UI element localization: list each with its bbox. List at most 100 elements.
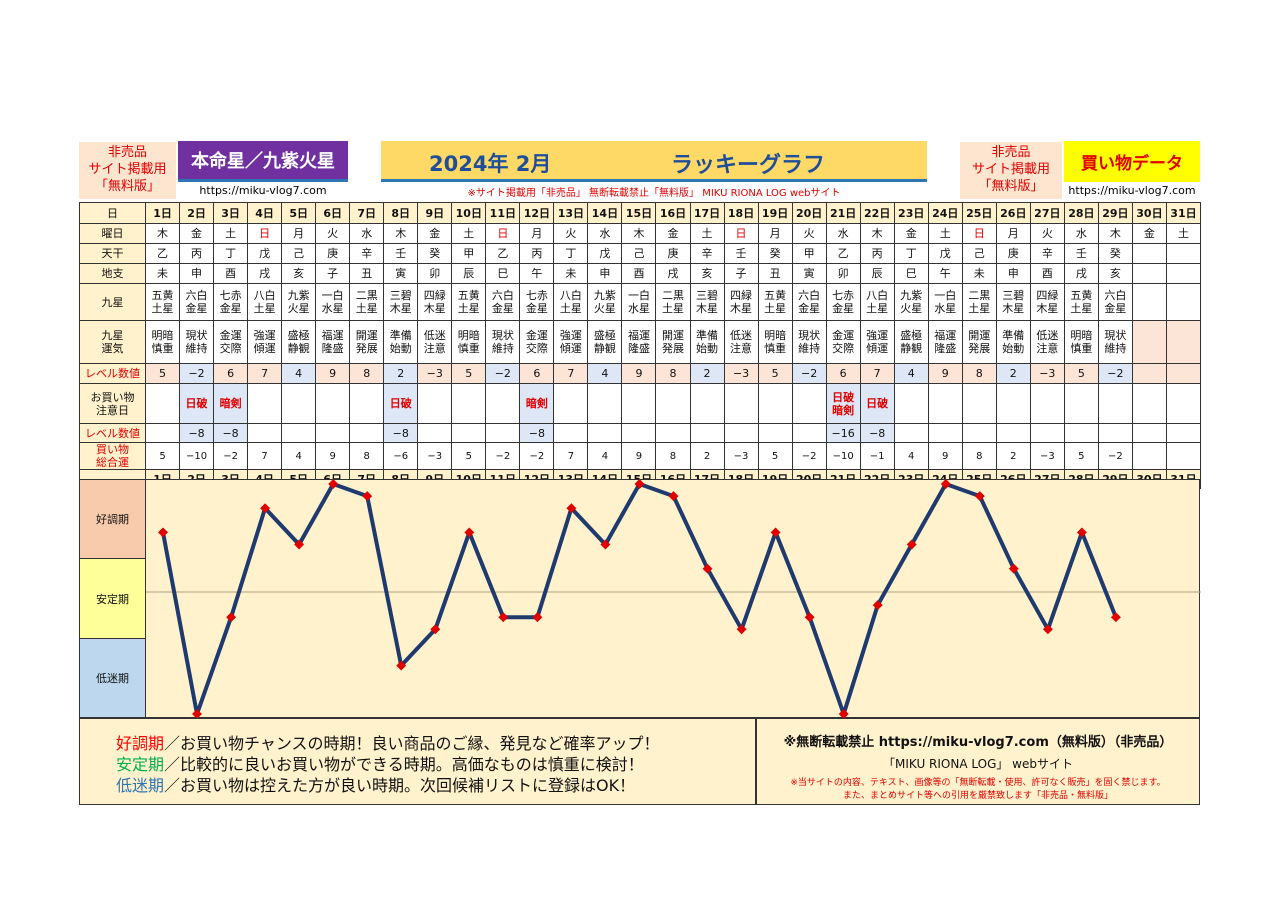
unki-text: 明暗 bbox=[151, 329, 174, 342]
cell-total-28: 5 bbox=[1063, 442, 1099, 470]
cell-total-3: −2 bbox=[213, 442, 249, 470]
cell-total-11: −2 bbox=[485, 442, 521, 470]
cell-weekdays-8: 木 bbox=[383, 223, 419, 244]
cell-level1-26: 2 bbox=[995, 363, 1031, 384]
row-label-text: 天干 bbox=[101, 247, 124, 260]
cell-tenkan-7: 辛 bbox=[349, 243, 385, 264]
kyusei-text: 金星 bbox=[525, 302, 548, 315]
cell-unki-11: 現状 維持 bbox=[485, 320, 521, 364]
kyusei-text: 四緑 bbox=[1036, 289, 1059, 302]
cell-level1-14: 4 bbox=[587, 363, 623, 384]
period-legend: 好調期／お買い物チャンスの時期！良い商品のご縁、発見など確率アップ！ 安定期／比… bbox=[79, 718, 756, 805]
cell-days-4: 4日 bbox=[247, 202, 283, 224]
row-label: レベル数値 bbox=[79, 363, 146, 384]
note-line: サイト掲載用 bbox=[971, 162, 1050, 177]
cell-weekdays-1: 木 bbox=[144, 223, 181, 244]
cell-tenkan-5: 己 bbox=[281, 243, 317, 264]
kyusei-text: 八白 bbox=[866, 289, 889, 302]
cell-caution-5 bbox=[281, 383, 317, 424]
kyusei-text: 水星 bbox=[934, 302, 957, 315]
cell-tenkan-1: 乙 bbox=[144, 243, 181, 264]
cell-level1-7: 8 bbox=[349, 363, 385, 384]
unki-text: 隆盛 bbox=[627, 342, 650, 355]
notice-line: ※サイト掲載用「非売品」 無断転載禁止「無料版」 MIKU RIONA LOG … bbox=[467, 188, 841, 199]
cell-chishi-28: 戌 bbox=[1063, 263, 1099, 284]
kyusei-text: 一白 bbox=[321, 289, 344, 302]
cell-caution-9 bbox=[417, 383, 453, 424]
data-point-18 bbox=[736, 624, 747, 635]
cell-days-19: 19日 bbox=[757, 202, 793, 224]
cell-total-31 bbox=[1165, 442, 1201, 470]
cell-caution-7 bbox=[349, 383, 385, 424]
cell-days-22: 22日 bbox=[859, 202, 895, 224]
cell-level2-4 bbox=[247, 423, 283, 443]
cell-level2-11 bbox=[485, 423, 521, 443]
cell-days-18: 18日 bbox=[723, 202, 759, 224]
series-line bbox=[161, 482, 1118, 716]
cell-days-16: 16日 bbox=[655, 202, 691, 224]
unki-text: 交際 bbox=[832, 342, 855, 355]
kyusei-text: 土星 bbox=[1070, 302, 1093, 315]
cell-kyusei-12: 七赤 金星 bbox=[519, 283, 555, 321]
cell-level1-23: 4 bbox=[893, 363, 929, 384]
unki-text: 交際 bbox=[525, 342, 548, 355]
cell-chishi-19: 丑 bbox=[757, 263, 793, 284]
cell-level1-10: 5 bbox=[451, 363, 487, 384]
kyusei-text: 七赤 bbox=[832, 289, 855, 302]
kyusei-text: 土星 bbox=[968, 302, 991, 315]
cell-kyusei-21: 七赤 金星 bbox=[825, 283, 861, 321]
copyright-line3: ※当サイトの内容、テキスト、画像等の「無断転載・使用、許可なく販売」を固く禁じま… bbox=[790, 778, 1166, 788]
note-line: 「無料版」 bbox=[94, 179, 160, 194]
cell-level1-30 bbox=[1131, 363, 1167, 384]
unki-text: 現状 bbox=[1104, 329, 1127, 342]
row-label-line: 九星 bbox=[101, 329, 124, 342]
cell-chishi-12: 午 bbox=[519, 263, 555, 284]
unki-text: 発展 bbox=[968, 342, 991, 355]
cell-caution-26 bbox=[995, 383, 1031, 424]
cell-level2-28 bbox=[1063, 423, 1099, 443]
data-point-7 bbox=[362, 491, 373, 502]
copyright-box: ※無断転載禁止 https://miku-vlog7.com（無料版）（非売品）… bbox=[756, 718, 1200, 805]
cell-tenkan-19: 癸 bbox=[757, 243, 793, 264]
cell-total-30 bbox=[1131, 442, 1167, 470]
cell-caution-11 bbox=[485, 383, 521, 424]
kyusei-text: 土星 bbox=[661, 302, 684, 315]
cell-tenkan-16: 庚 bbox=[655, 243, 691, 264]
unki-text: 静観 bbox=[593, 342, 616, 355]
legend-text: ／比較的に良いお買い物ができる時期。高価なものは慎重に検討！ bbox=[164, 755, 644, 774]
cell-caution-19 bbox=[757, 383, 793, 424]
unki-text: 明暗 bbox=[764, 329, 787, 342]
unki-text: 隆盛 bbox=[321, 342, 344, 355]
cell-caution-16 bbox=[655, 383, 691, 424]
cell-caution-21: 日破 暗剣 bbox=[825, 383, 861, 424]
cell-unki-4: 強運 傾運 bbox=[247, 320, 283, 364]
cell-tenkan-14: 戊 bbox=[587, 243, 623, 264]
unki-text: 低迷 bbox=[730, 329, 753, 342]
legend-term: 安定期 bbox=[116, 755, 165, 774]
cell-level2-29 bbox=[1097, 423, 1133, 443]
cell-chishi-4: 戌 bbox=[247, 263, 283, 284]
cell-chishi-8: 寅 bbox=[383, 263, 419, 284]
table-row: 日 1日 2日 3日 4日 5日 6日 7日 8日 9日 10日 11日 12日 13日 14日 15日 16日… bbox=[79, 202, 1201, 224]
cell-level1-2: −2 bbox=[179, 363, 215, 384]
cell-level1-11: −2 bbox=[485, 363, 521, 384]
cell-weekdays-17: 土 bbox=[689, 223, 725, 244]
cell-kyusei-4: 八白 土星 bbox=[247, 283, 283, 321]
row-label-text: 九星 bbox=[101, 295, 124, 309]
kyusei-text: 金星 bbox=[185, 302, 208, 315]
unki-text: 慎重 bbox=[764, 342, 787, 355]
cell-total-22: −1 bbox=[859, 442, 895, 470]
kyusei-text: 土星 bbox=[151, 302, 174, 315]
kyusei-text: 三碧 bbox=[389, 289, 412, 302]
cell-total-25: 8 bbox=[961, 442, 997, 470]
note-line: サイト掲載用 bbox=[88, 162, 167, 177]
cell-level1-16: 8 bbox=[655, 363, 691, 384]
row-label-line: 買い物 bbox=[96, 443, 129, 457]
data-point-1 bbox=[158, 527, 168, 538]
cell-tenkan-4: 戊 bbox=[247, 243, 283, 264]
cell-level1-31 bbox=[1165, 363, 1201, 384]
kyusei-text: 火星 bbox=[900, 302, 923, 315]
kyusei-text: 四緑 bbox=[730, 289, 753, 302]
row-label: 曜日 bbox=[79, 223, 146, 244]
cell-kyusei-30 bbox=[1131, 283, 1167, 321]
